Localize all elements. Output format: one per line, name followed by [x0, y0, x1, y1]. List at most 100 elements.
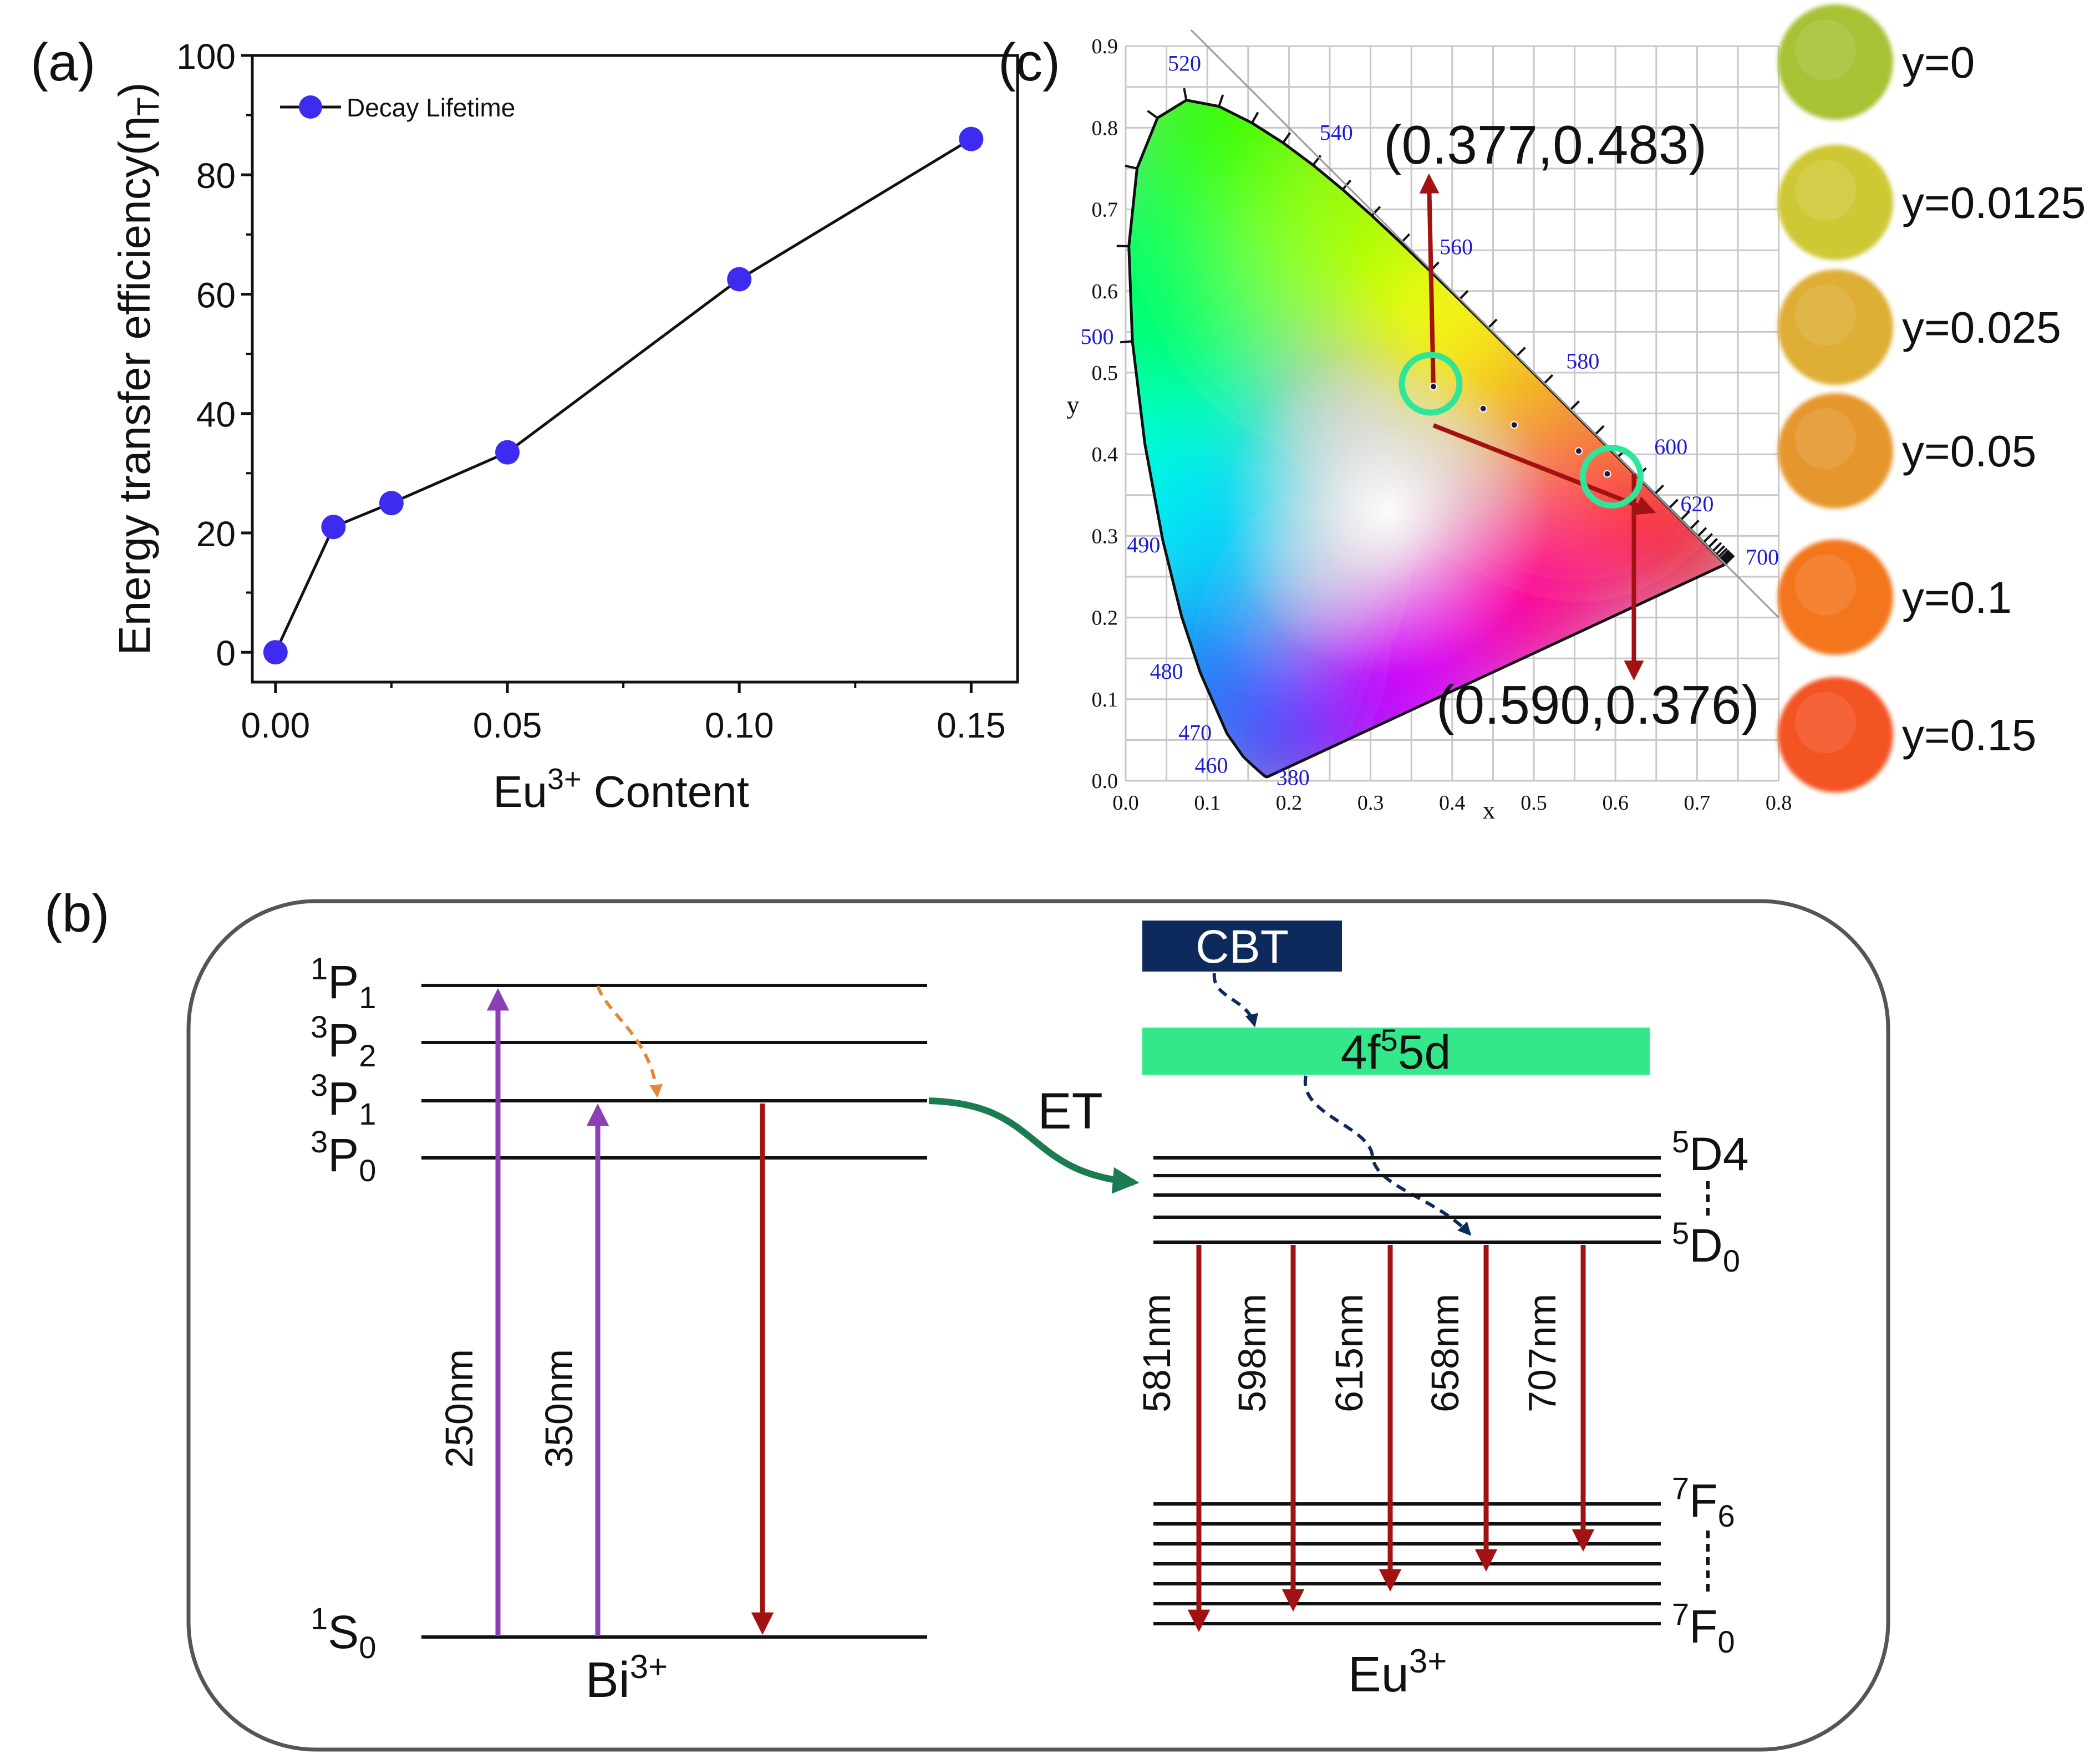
locus-tick [1715, 545, 1726, 556]
locus-tick [1543, 374, 1554, 385]
panel-b: (b) 1P1 3P2 3P1 3P0 1S0 250nm 350nm Bi3+… [44, 884, 1890, 1752]
chromaticity-path [1399, 173, 1656, 681]
label-5D4: 5D4 [1672, 1124, 1749, 1180]
diagonal-line [1190, 29, 1779, 618]
wavelength-label: 380 [1277, 765, 1310, 790]
excitation-label-250: 250nm [438, 1349, 481, 1468]
y-tick-label: 60 [196, 275, 236, 315]
label-7F6: 7F6 [1672, 1471, 1735, 1533]
cie-x-tick-label: 0.7 [1684, 791, 1711, 815]
wavelength-label: 560 [1440, 235, 1473, 260]
start-highlight-circle [1399, 352, 1463, 416]
x-axis-ticks: 0.00 0.05 0.10 0.15 [241, 682, 1006, 745]
cie-x-tick-label: 0.4 [1439, 791, 1466, 815]
sample-highlight [1795, 692, 1856, 753]
sample-disc [1778, 270, 1893, 385]
sample-3: y=0.05 [1778, 393, 2036, 509]
data-point [379, 491, 404, 516]
cbt-box [1142, 921, 1342, 972]
locus-tick [1250, 111, 1259, 124]
wavelength-label: 600 [1654, 434, 1687, 459]
label-3P0: 3P0 [311, 1124, 376, 1188]
locus-tick [1371, 206, 1381, 217]
bi-level-labels: 1P1 3P2 3P1 3P0 1S0 [311, 951, 376, 1665]
locus-tick [1696, 527, 1707, 537]
legend-marker [299, 95, 322, 119]
panel-a: (a) 0 20 40 60 80 100 0.00 0.05 0.10 0.15 Energy… [30, 33, 1019, 816]
chromaticity-point [1479, 404, 1487, 413]
sample-label: y=0.15 [1902, 710, 2036, 760]
white-point-glow [1223, 348, 1550, 675]
sample-4: y=0.1 [1778, 540, 2012, 655]
cbt-relaxation-arrow [1212, 973, 1258, 1028]
data-point [727, 267, 752, 292]
data-point [495, 440, 520, 465]
x-tick-label: 0.15 [937, 705, 1006, 745]
sample-highlight [1795, 284, 1856, 345]
sample-label: y=0.1 [1902, 573, 2012, 622]
x-tick-label: 0.05 [473, 705, 542, 745]
diagram-frame [186, 899, 1890, 1752]
sample-0: y=0 [1778, 4, 1975, 120]
sample-disc [1778, 145, 1893, 260]
chromaticity-point [1429, 383, 1437, 391]
start-pointer-arrow [1419, 173, 1440, 387]
locus-tick [1183, 88, 1188, 101]
sample-highlight [1795, 160, 1856, 221]
eu-f-levels [1153, 1502, 1661, 1625]
locus-tick [1282, 132, 1291, 144]
locus-tick [1717, 547, 1728, 558]
label-3P1: 3P1 [311, 1067, 376, 1131]
4f5d-label: 4f55d [1341, 1023, 1451, 1079]
locus-tick [1654, 484, 1665, 495]
y-tick-label: 0 [216, 633, 236, 673]
cie-x-tick-label: 0.0 [1112, 791, 1139, 815]
wavelength-labels: 380 460 470 480 490 500 520 540 560 580 600 620 700 [1080, 50, 1779, 790]
cie-y-tick-label: 0.1 [1092, 688, 1118, 711]
sample-label: y=0.05 [1902, 426, 2036, 476]
energy-transfer-label: ET [1038, 1083, 1103, 1140]
wavelength-label: 520 [1168, 50, 1201, 75]
label-7F0: 7F0 [1672, 1597, 1735, 1659]
cie-x-tick-label: 0.8 [1766, 791, 1792, 815]
cie-x-tick-label: 0.5 [1521, 791, 1547, 815]
x-tick-label: 0.10 [705, 705, 774, 745]
sample-disc [1778, 4, 1893, 120]
cie-y-tick-label: 0.7 [1092, 199, 1118, 222]
gamut-blob [1599, 454, 1726, 602]
label-1S0: 1S0 [311, 1601, 376, 1665]
sample-1: y=0.0125 [1778, 145, 2086, 260]
wavelength-label: 470 [1178, 720, 1212, 745]
locus-tick [1668, 499, 1679, 509]
locus-tick [1689, 520, 1700, 530]
sample-disc [1778, 677, 1893, 792]
bi-levels [421, 984, 927, 1639]
series-points [263, 126, 984, 665]
cie-axes: 0.0 0.1 0.2 0.3 0.4 0.5 0.6 0.7 0.8 0.9 0.0 0.1 0.2 0… [1092, 35, 1792, 815]
locus-tick [1711, 542, 1722, 552]
eu-d-levels [1153, 1156, 1661, 1244]
locus-tick [1116, 245, 1129, 248]
cie-x-tick-label: 0.3 [1357, 791, 1384, 815]
legend-label: Decay Lifetime [347, 93, 515, 122]
4f5d-band [1142, 1028, 1650, 1075]
emission-label-598: 598nm [1230, 1294, 1274, 1412]
series-line [274, 138, 972, 653]
locus-tick [1719, 550, 1730, 560]
cie-y-tick-label: 0.2 [1092, 607, 1118, 630]
band-relaxation-arrow [1303, 1075, 1472, 1236]
chromaticity-point [1510, 421, 1518, 429]
panel-label-b: (b) [44, 884, 109, 943]
end-highlight-circle [1579, 445, 1644, 509]
cie-y-label: y [1067, 391, 1080, 419]
cie-x-label: x [1483, 796, 1496, 824]
cie-y-tick-label: 0.6 [1092, 280, 1118, 303]
y-axis-ticks: 0 20 40 60 80 100 [176, 37, 252, 673]
shift-arrow [1432, 423, 1656, 515]
locus-tick [1487, 318, 1498, 329]
emission-label-581: 581nm [1135, 1294, 1178, 1412]
locus-tick [1680, 510, 1691, 521]
sample-2: y=0.025 [1778, 270, 2061, 385]
cie-y-tick-label: 0.3 [1092, 525, 1118, 548]
